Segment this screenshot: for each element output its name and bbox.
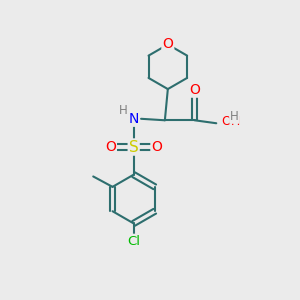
Text: O: O: [152, 140, 162, 154]
Text: O: O: [105, 140, 116, 154]
Text: Cl: Cl: [127, 235, 140, 248]
Text: O: O: [189, 83, 200, 97]
Text: H: H: [230, 110, 239, 123]
Text: H: H: [119, 104, 128, 117]
Text: OH: OH: [221, 115, 241, 128]
Text: N: N: [128, 112, 139, 126]
Text: O: O: [162, 38, 173, 52]
Text: S: S: [129, 140, 139, 154]
